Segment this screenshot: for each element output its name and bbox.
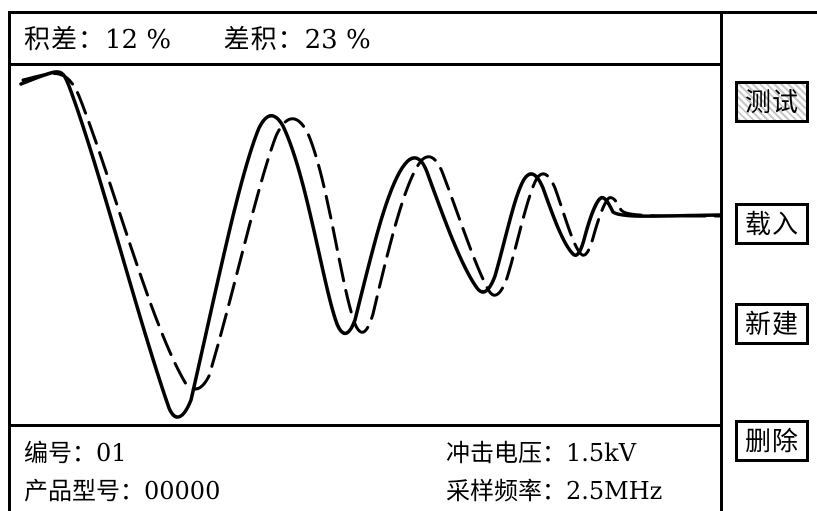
voltage-value: 1.5kV [566, 439, 637, 467]
serial-number: 编号：01 [24, 438, 127, 468]
sampling-label: 采样频率： [446, 477, 566, 505]
diff-integral-label: 差积： [223, 25, 305, 55]
load-button-label: 载入 [744, 210, 799, 240]
delete-button-label: 删除 [744, 427, 799, 457]
instrument-frame [8, 11, 817, 511]
waveform-plot [19, 70, 720, 419]
status-bar: 积差：12 % 差积：23 % [24, 24, 371, 56]
impulse-voltage: 冲击电压：1.5kV [446, 438, 636, 468]
diff-integral-value: 23 [304, 25, 338, 55]
info-divider [8, 424, 723, 427]
status-divider [8, 63, 723, 66]
reference-waveform [21, 72, 720, 391]
new-button[interactable]: 新建 [735, 303, 809, 345]
test-button-label: 测试 [744, 88, 799, 118]
model-value: 00000 [144, 477, 221, 505]
load-button[interactable]: 载入 [735, 203, 809, 245]
diff-integral-unit: % [346, 25, 371, 55]
voltage-label: 冲击电压： [446, 439, 566, 467]
integral-diff-label: 积差： [24, 25, 106, 55]
integral-diff-unit: % [146, 25, 172, 55]
new-button-label: 新建 [744, 310, 799, 340]
sampling-frequency: 采样频率：2.5MHz [446, 476, 662, 506]
test-button[interactable]: 测试 [735, 81, 809, 123]
integral-diff-value: 12 [105, 25, 139, 55]
product-model: 产品型号：00000 [24, 476, 220, 506]
model-label: 产品型号： [24, 477, 144, 505]
measured-waveform [19, 70, 720, 419]
serial-label: 编号： [24, 439, 96, 467]
serial-value: 01 [96, 439, 127, 467]
sampling-value: 2.5MHz [566, 477, 663, 505]
delete-button[interactable]: 删除 [735, 420, 809, 462]
panel-divider-vertical [720, 11, 723, 511]
